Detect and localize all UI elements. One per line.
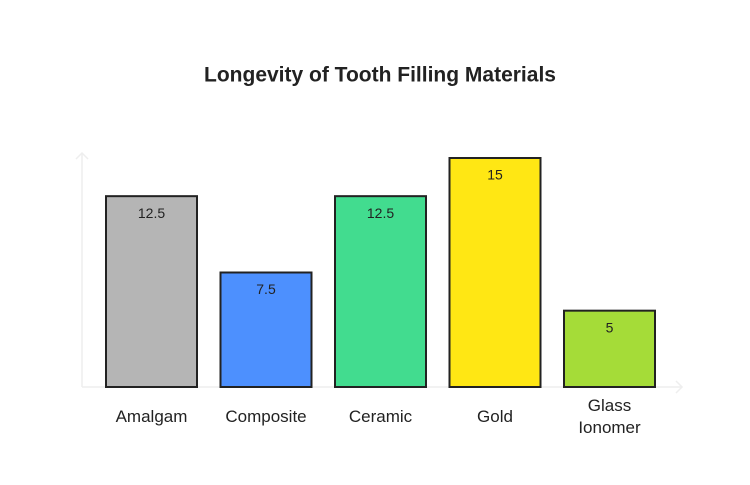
x-axis-arrow xyxy=(675,380,684,394)
value-label: 15 xyxy=(487,167,503,183)
bar xyxy=(219,271,313,388)
bar xyxy=(334,195,427,388)
x-tick-label: Composite xyxy=(225,407,307,426)
value-label: 5 xyxy=(606,319,614,335)
x-tick-label: Amalgam xyxy=(115,407,188,426)
bar xyxy=(105,195,198,388)
value-label: 12.5 xyxy=(138,205,165,221)
chart-title: Longevity of Tooth Filling Materials xyxy=(204,64,556,87)
x-tick-label: Glass Ionomer xyxy=(578,396,641,437)
value-label: 12.5 xyxy=(367,205,394,221)
y-axis-arrow xyxy=(75,151,89,160)
value-label: 7.5 xyxy=(256,281,276,297)
x-tick-label: Gold xyxy=(477,407,513,426)
x-tick-label: Ceramic xyxy=(348,407,413,426)
bar xyxy=(563,309,656,388)
bar xyxy=(448,157,542,388)
